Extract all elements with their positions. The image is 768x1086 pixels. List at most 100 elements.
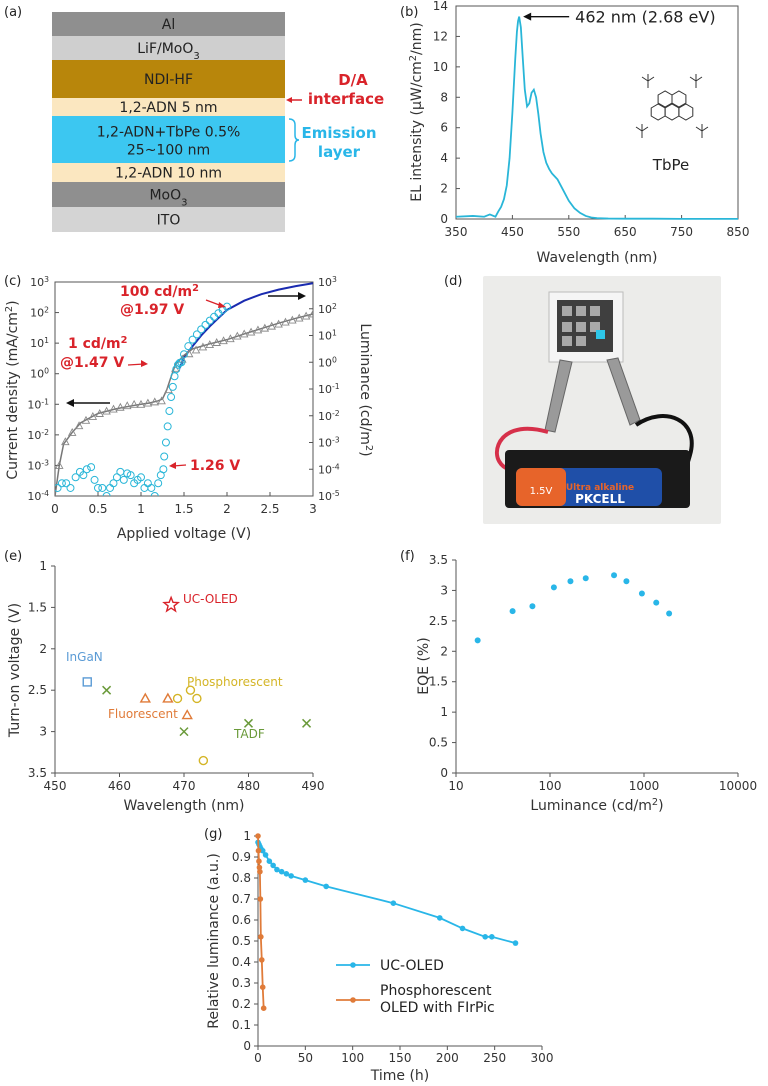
current-density-marker [198, 342, 208, 351]
current-density-marker [61, 437, 70, 446]
luminance-marker [94, 483, 102, 492]
electrode-pad [590, 322, 600, 332]
marker-x [243, 718, 254, 728]
x-tick-label: 150 [389, 1051, 412, 1065]
current-density-marker [81, 415, 91, 424]
annotation-em: layer [318, 143, 361, 161]
y-right-tick-label: 10-1 [318, 382, 340, 397]
x-tick-label: 350 [445, 225, 468, 239]
luminance-marker [197, 325, 206, 334]
annotation-1-arrow-head [141, 360, 148, 367]
y-tick-label: 0.8 [232, 871, 251, 885]
y-right-tick-label: 103 [318, 275, 337, 290]
x-tick-label: 0 [254, 1051, 262, 1065]
luminance-marker [87, 463, 96, 472]
y-tick-label: 10 [433, 60, 448, 74]
electrode-pad [576, 336, 586, 346]
layer-1 [52, 36, 285, 60]
x-tick-label: 2 [223, 502, 231, 516]
layer-7 [52, 207, 285, 232]
eqe-point [550, 584, 557, 591]
y-axis-label: Relative luminance (a.u.) [206, 853, 222, 1029]
current-density-marker [55, 460, 64, 469]
y-tick-label: 3.5 [28, 766, 47, 780]
series-point [270, 862, 276, 869]
y-left-tick-label: 100 [30, 366, 49, 381]
luminance-marker [119, 475, 128, 484]
current-density-marker [260, 323, 270, 332]
series-point [258, 934, 264, 940]
series-label: UC-OLED [183, 592, 238, 606]
series-point [262, 852, 269, 858]
current-density-marker [288, 315, 297, 324]
x-axis-label: Wavelength (nm) [124, 798, 245, 814]
current-density-fit-line [55, 313, 313, 496]
current-density-marker [253, 325, 263, 334]
eqe-point [474, 637, 481, 644]
panel-label-d: (d) [444, 274, 462, 289]
panel-label-e: (e) [4, 549, 22, 564]
current-density-marker [274, 319, 283, 328]
marker-square [82, 677, 92, 687]
layer-label: Al [162, 17, 175, 33]
eqe-point [638, 590, 645, 597]
battery-label [516, 468, 566, 506]
layer-label: 1,2-ADN+TbPe 0.5% [97, 125, 241, 141]
layer-label: ITO [157, 213, 181, 229]
x-tick-label: 1 [137, 502, 145, 516]
series-point [302, 877, 309, 883]
series-point [256, 858, 262, 864]
y-tick-label: 14 [433, 0, 448, 13]
x-tick-label: 200 [436, 1051, 459, 1065]
y-right-axis-label: Luminance (cd/m2) [357, 323, 375, 456]
x-tick-label: 250 [483, 1051, 506, 1065]
x-tick-label: 460 [108, 779, 131, 793]
y-tick-label: 6 [440, 121, 448, 135]
alligator-clip-left [544, 359, 573, 433]
current-density-marker [136, 399, 146, 408]
annotation-126: 1.26 V [190, 458, 240, 474]
y-left-tick-label: 103 [30, 275, 49, 290]
luminance-marker [160, 452, 169, 461]
luminance-marker [90, 475, 99, 484]
annotation-1-voltage: @1.47 V [60, 355, 124, 371]
current-density-marker [226, 334, 235, 343]
marker-circle [172, 693, 183, 704]
y-tick-label: 0.5 [232, 934, 251, 948]
y-left-tick-label: 10-2 [27, 427, 49, 442]
series-point [259, 847, 266, 854]
luminance-marker [55, 483, 62, 492]
y-tick-label: 1 [39, 559, 47, 573]
panel-label-f: (f) [400, 549, 415, 564]
y-right-tick-label: 10-3 [318, 435, 340, 450]
series-point [256, 864, 263, 871]
molecule-ring [671, 90, 687, 108]
luminance-marker [177, 358, 186, 367]
series-label: TADF [233, 727, 265, 741]
luminance-marker [126, 471, 135, 480]
x-tick-label: 10 [448, 779, 463, 793]
series-point [323, 883, 329, 890]
series-point [258, 957, 265, 963]
luminance-marker [79, 471, 88, 480]
y-tick-label: 0.7 [232, 892, 251, 906]
panel-label-g: (g) [204, 827, 222, 842]
x-tick-label: 100 [341, 1051, 364, 1065]
current-density-marker [281, 317, 290, 326]
current-density-marker [308, 309, 313, 318]
layer-5 [52, 163, 285, 182]
x-tick-label: 490 [302, 779, 325, 793]
x-tick-label: 2.5 [260, 502, 279, 516]
y-axis-label: Turn-on voltage (V) [7, 603, 23, 738]
layer-label: NDI-HF [144, 72, 193, 88]
series-line [257, 835, 265, 1009]
y-tick-label: 3.5 [429, 553, 448, 567]
luminance-marker [201, 320, 210, 329]
annotation-126-arrow-head [169, 462, 176, 469]
electrode-pad [576, 322, 586, 332]
panel-label-c: (c) [4, 274, 21, 289]
x-tick-label: 750 [670, 225, 693, 239]
luminance-marker [172, 365, 181, 374]
x-tick-label: 50 [298, 1051, 313, 1065]
